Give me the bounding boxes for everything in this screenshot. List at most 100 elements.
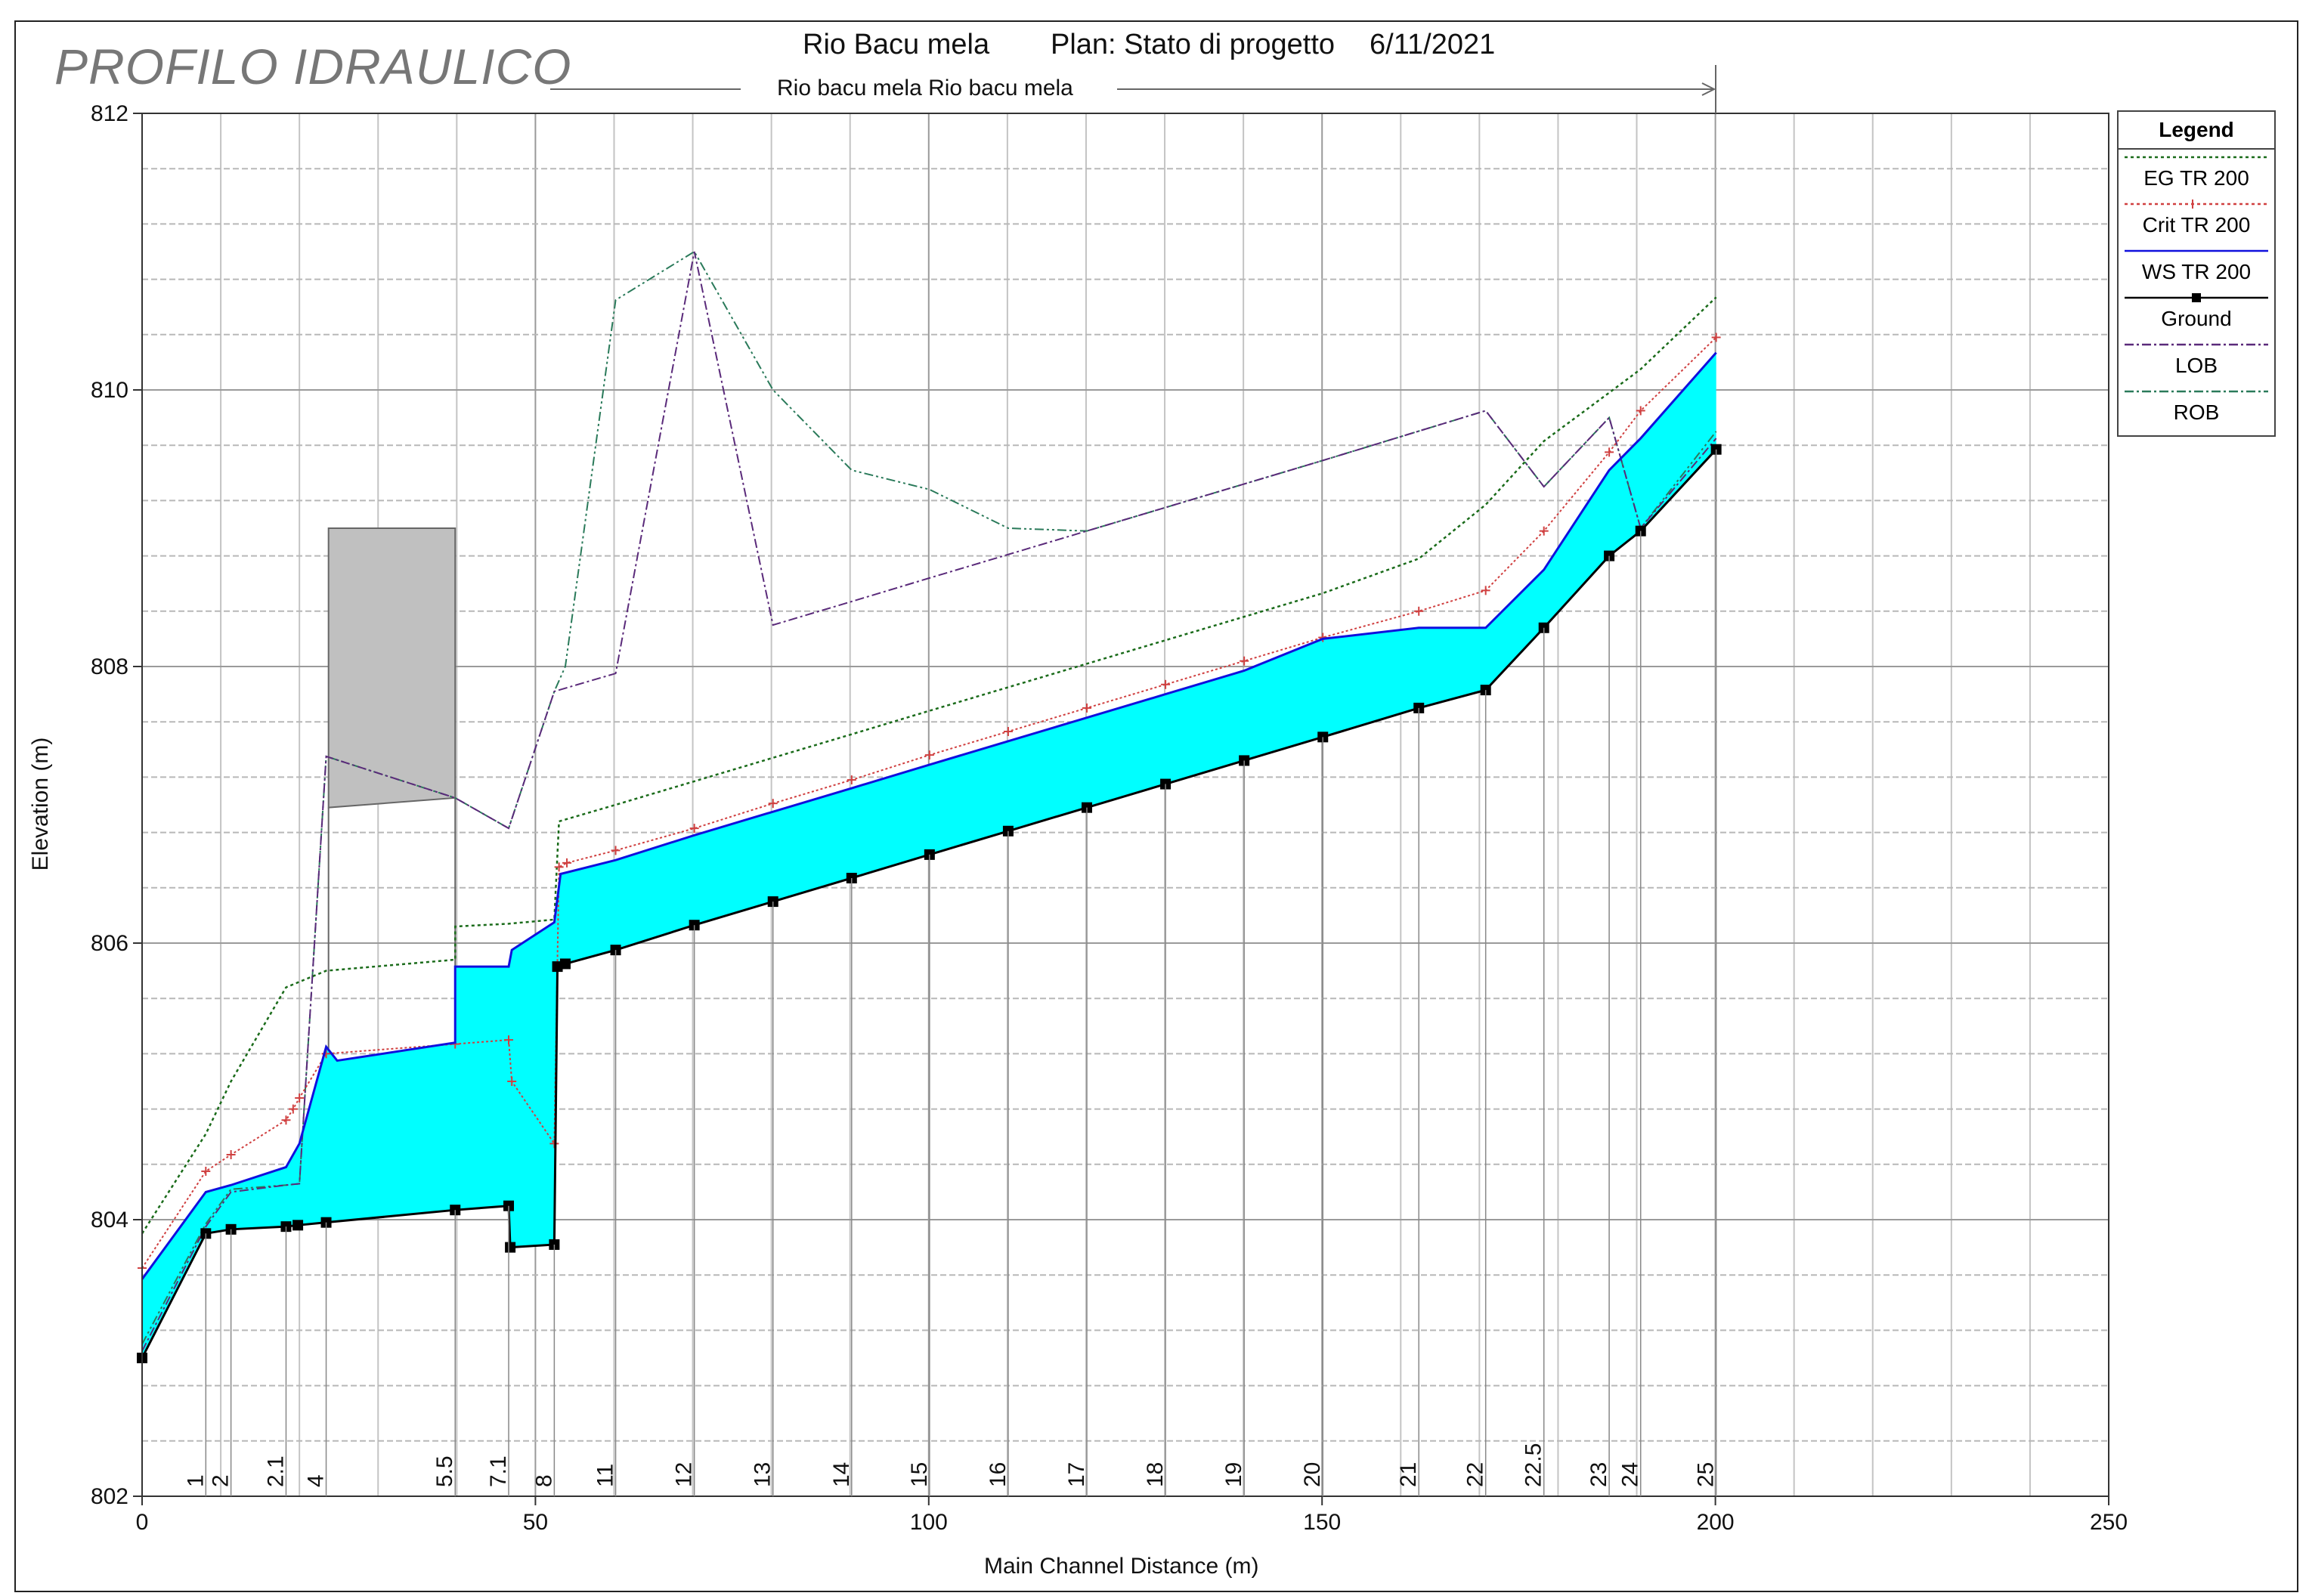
station-label: 24 (1618, 1462, 1643, 1487)
crit-point (288, 1104, 298, 1114)
x-tick-label: 150 (1303, 1510, 1341, 1535)
crit-point (1003, 727, 1013, 737)
crit-point (201, 1166, 211, 1176)
plan-date: 6/11/2021 (1370, 29, 1496, 60)
y-axis-title: Elevation (m) (28, 737, 53, 871)
crit-point (1161, 679, 1171, 689)
y-tick-label: 806 (91, 931, 128, 956)
station-label: 14 (829, 1462, 854, 1487)
station-label: 19 (1221, 1462, 1246, 1487)
axes: 0 50 100 150 200 250 802 804 806 808 810 812 (91, 101, 2128, 1535)
series-line-ws-tr-200 (141, 351, 1717, 1280)
station-label: 1 (183, 1474, 208, 1487)
crit-point (1414, 606, 1424, 616)
crit-point (924, 750, 934, 760)
crit-point (1711, 332, 1721, 342)
outer-frame (14, 20, 2298, 1592)
station-label: 22 (1463, 1462, 1488, 1487)
station-label: 20 (1300, 1462, 1325, 1487)
page-title: PROFILO IDRAULICO (54, 39, 572, 94)
station-label: 16 (986, 1462, 1011, 1487)
crit-point (1605, 447, 1614, 457)
grid (141, 113, 2109, 1497)
reach-name: Rio bacu mela Rio bacu mela (777, 76, 1073, 101)
x-tick-label: 0 (136, 1510, 149, 1535)
river-name: Rio Bacu mela (803, 29, 990, 60)
station-label: 11 (593, 1464, 618, 1487)
legend-item: Ground (2119, 289, 2274, 336)
crit-point (768, 799, 778, 809)
reach-arrow (550, 65, 1716, 113)
ground-point (559, 958, 571, 970)
legend-label: Crit TR 200 (2142, 213, 2251, 237)
crit-point (504, 1035, 514, 1045)
station-label: 4 (304, 1474, 329, 1487)
y-tick-label: 808 (91, 654, 128, 679)
series-line-lob (141, 251, 1717, 1352)
legend-swatch (2125, 343, 2268, 346)
legend-item: EG TR 200 (2119, 148, 2274, 195)
legend: Legend EG TR 200 Crit TR 200 WS TR 200 Grou… (2117, 110, 2276, 437)
station-label: 5.5 (432, 1455, 457, 1487)
crit-point (1636, 406, 1645, 416)
legend-item: ROB (2119, 382, 2274, 429)
station-label: 25 (1694, 1462, 1719, 1487)
station-label: 2 (209, 1474, 234, 1487)
series-line-ground (141, 448, 1717, 1359)
crit-point (295, 1093, 305, 1103)
x-tick-label: 200 (1697, 1510, 1735, 1535)
crit-point (689, 824, 699, 834)
water-fill-layer (142, 352, 1716, 1359)
y-tick-label: 804 (91, 1208, 128, 1233)
legend-swatch (2125, 293, 2268, 302)
legend-title: Legend (2119, 112, 2274, 150)
legend-label: ROB (2173, 401, 2220, 424)
station-label: 21 (1396, 1462, 1421, 1487)
legend-item: WS TR 200 (2119, 242, 2274, 289)
bridge-deck (327, 527, 457, 809)
y-tick-label: 810 (91, 378, 128, 403)
crit-point (1240, 656, 1249, 666)
legend-swatch (2125, 200, 2268, 209)
y-tick-label: 802 (91, 1484, 128, 1509)
station-label: 18 (1143, 1462, 1168, 1487)
plot-frame (141, 113, 2109, 1497)
station-label: 13 (751, 1462, 775, 1487)
series-line-crit-tr-200 (141, 336, 1717, 1269)
station-label: 12 (672, 1462, 697, 1487)
station-label: 7.1 (486, 1455, 511, 1487)
x-tick-label: 100 (910, 1510, 948, 1535)
ground-point (292, 1220, 304, 1231)
crit-point (1539, 526, 1549, 536)
water-fill (142, 352, 1716, 1359)
x-tick-label: 250 (2090, 1510, 2128, 1535)
crit-point (1082, 703, 1092, 713)
legend-item: Crit TR 200 (2119, 195, 2274, 242)
crit-point (1481, 586, 1490, 595)
crit-point (226, 1149, 236, 1159)
station-label: 15 (907, 1462, 932, 1487)
crit-point (847, 775, 856, 785)
crit-point (562, 858, 572, 868)
plan-name: Plan: Stato di progetto (1051, 29, 1336, 60)
legend-swatch (2125, 249, 2268, 252)
ground-point (505, 1242, 516, 1253)
crit-point (611, 846, 621, 855)
crit-point (507, 1077, 517, 1086)
legend-swatch (2125, 390, 2268, 393)
legend-item: LOB (2119, 336, 2274, 382)
station-label: 17 (1064, 1462, 1089, 1487)
station-layer: 1 2 2.1 4 5.5 7.1 8 11 12 13 14 15 16 17 18 19 20 21 22 22.… (183, 449, 1719, 1496)
station-label: 23 (1586, 1462, 1611, 1487)
crit-point (281, 1115, 291, 1125)
legend-label: LOB (2174, 354, 2218, 377)
legend-label: EG TR 200 (2143, 166, 2249, 190)
legend-label: Ground (2161, 307, 2232, 330)
x-tick-label: 50 (523, 1510, 548, 1535)
station-label: 2.1 (263, 1455, 288, 1487)
y-tick-label: 812 (91, 101, 128, 126)
crit-point (554, 862, 564, 872)
legend-swatch (2125, 156, 2268, 159)
x-axis-title: Main Channel Distance (m) (984, 1554, 1259, 1579)
